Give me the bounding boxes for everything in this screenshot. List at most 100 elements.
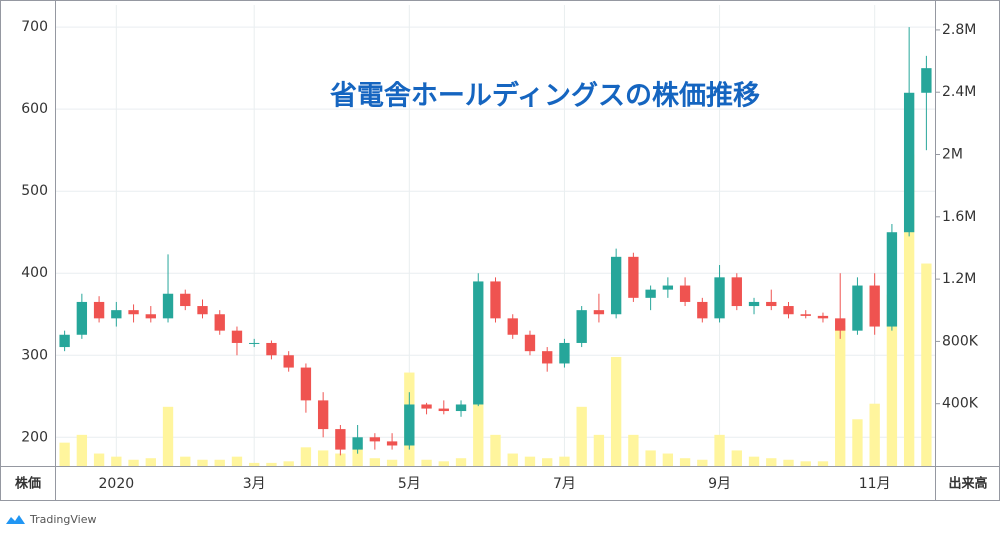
candle-body: [162, 293, 174, 319]
volume-bar: [593, 434, 605, 466]
candle-body: [576, 310, 587, 343]
grid: [56, 5, 935, 466]
candle-body: [455, 404, 467, 412]
candle-body: [610, 256, 622, 315]
y-tick-label: 700: [21, 19, 48, 35]
candle-body: [59, 334, 70, 348]
y2-tick-label: 1.2M: [942, 271, 976, 287]
candle-body: [317, 400, 329, 430]
source: TradingView: [29, 513, 96, 526]
volume-bar: [490, 434, 501, 466]
y-tick-label: 500: [21, 183, 48, 199]
x-tick-label: 5月: [398, 476, 421, 492]
volume-bar: [300, 447, 312, 466]
volume-bar: [317, 450, 329, 466]
volume-bar: [835, 325, 846, 466]
candle-body: [852, 285, 863, 331]
volume-bar: [645, 450, 656, 466]
volume-bar: [783, 459, 794, 466]
volume-bar: [59, 442, 70, 466]
logo: TradingView: [6, 513, 96, 526]
volume-bar: [111, 456, 122, 466]
candle-body: [404, 404, 415, 446]
y-tick-label: 200: [21, 429, 48, 445]
candle-body: [93, 301, 105, 319]
x-tick-label: 7月: [553, 476, 576, 492]
volume-bar: [369, 458, 381, 466]
candle-body: [180, 293, 191, 307]
x-tick-label: 2020: [99, 476, 135, 492]
candle-body: [249, 342, 260, 344]
volume-bar: [438, 461, 449, 466]
volume-bar: [559, 456, 570, 466]
volume-bar: [542, 458, 553, 466]
candle-body: [335, 429, 346, 450]
candle-body: [903, 92, 915, 233]
volume-bar: [507, 453, 518, 466]
candle-body: [593, 310, 605, 315]
candle-body: [886, 232, 898, 327]
y2-axis-label: 出来高: [948, 476, 987, 492]
candle-body: [507, 318, 518, 335]
x-tick-label: 11月: [859, 476, 891, 492]
candle-body: [524, 334, 536, 352]
candle-body: [697, 301, 708, 319]
y-tick-label: 400: [21, 265, 48, 281]
candle-body: [300, 367, 312, 401]
candle-body: [542, 351, 553, 364]
label-layer: 200 300 400 500 600 700 400K 800K 1.2M 1.6M 2M 2.4M…: [21, 19, 978, 492]
volume-bar: [886, 294, 898, 466]
y2-tick-label: 2.4M: [942, 84, 976, 100]
volume-bar: [697, 459, 708, 466]
candle-body: [490, 281, 501, 319]
y2-tick-label: 1.6M: [942, 209, 976, 225]
volume-bar: [214, 459, 225, 466]
candle-body: [766, 301, 777, 307]
candle-body: [214, 314, 225, 331]
volume-bar: [283, 461, 294, 466]
volume-bar: [800, 461, 811, 466]
candle-body: [628, 256, 639, 298]
y-tick-label: 300: [21, 347, 48, 363]
candle-body: [369, 437, 381, 442]
volume-bar: [610, 356, 622, 466]
volume-bar: [748, 456, 760, 466]
candle-body: [869, 285, 880, 327]
chart-title: 省電舎ホールディングスの株価推移: [330, 80, 760, 112]
volume-bar: [145, 458, 156, 466]
candle-body: [421, 404, 432, 409]
candle-body: [231, 330, 243, 343]
volume-bar: [473, 364, 484, 466]
logo-icon: [6, 515, 25, 524]
candle-body: [473, 281, 484, 405]
volume-bar: [524, 456, 536, 466]
candle-body: [748, 301, 760, 307]
candle-body: [783, 306, 794, 315]
volume-bar: [180, 456, 191, 466]
candle-body: [731, 277, 742, 307]
candle-body: [386, 441, 398, 446]
candle-body: [266, 342, 277, 356]
x-tick-label: 9月: [708, 476, 731, 492]
volume-bar: [455, 458, 467, 466]
volume-bar: [903, 154, 915, 466]
candle-body: [679, 285, 691, 302]
candle-body: [111, 310, 122, 319]
volume-bar: [852, 419, 863, 466]
volume-bar: [162, 406, 174, 466]
frame: [0, 0, 1000, 501]
volume-bar: [817, 461, 829, 466]
volume-bar: [335, 453, 346, 466]
volume-bar: [714, 434, 725, 466]
volume-bar: [921, 263, 932, 466]
candle-body: [145, 314, 156, 319]
volume-bar: [231, 456, 243, 466]
volume-bar: [869, 403, 880, 466]
volume-bar: [249, 462, 260, 466]
volume-bar: [76, 434, 88, 466]
candle-body: [128, 310, 139, 315]
y-axis-label: 株価: [15, 476, 41, 492]
y2-tick-label: 2.8M: [942, 22, 976, 38]
candle-body: [197, 306, 208, 315]
